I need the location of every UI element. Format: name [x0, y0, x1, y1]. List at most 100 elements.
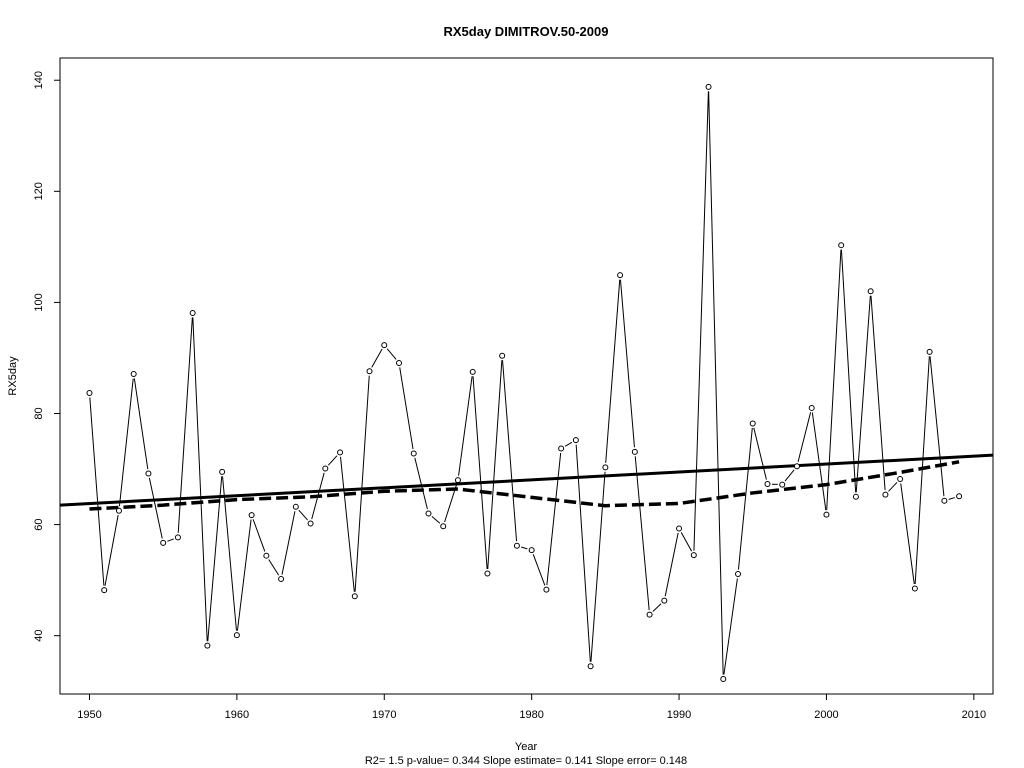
data-point [145, 470, 152, 477]
data-point [617, 272, 624, 279]
data-point [278, 576, 285, 583]
series-segment [327, 455, 338, 466]
data-point [646, 611, 653, 618]
data-point [351, 593, 358, 600]
series-segment [177, 317, 193, 533]
data-point [882, 491, 889, 498]
x-tick-label: 1960 [225, 709, 249, 721]
x-tick-label: 1980 [519, 709, 543, 721]
series-segment [207, 476, 223, 642]
data-point [779, 481, 786, 488]
data-point [219, 468, 226, 475]
series-segment [811, 412, 827, 511]
plot-frame [59, 57, 994, 695]
data-point [469, 368, 476, 375]
data-point [897, 476, 904, 483]
series-segment [605, 279, 621, 463]
series-segment [914, 356, 930, 585]
series-segment [354, 375, 370, 592]
series-segment [118, 378, 134, 507]
series-segment [900, 483, 915, 585]
x-tick-label: 1990 [667, 709, 691, 721]
data-point [838, 242, 845, 249]
y-tick-label: 100 [33, 293, 45, 311]
data-point [705, 83, 712, 90]
y-axis-label: RX5day [7, 356, 19, 396]
series-segment [708, 91, 724, 675]
series-segment [753, 427, 767, 480]
data-point [543, 586, 550, 593]
data-point [558, 445, 565, 452]
y-tick-label: 40 [33, 630, 45, 642]
series-segment [532, 554, 546, 586]
series-segment [840, 249, 857, 493]
series-segment [104, 515, 119, 586]
series-segment [236, 519, 252, 631]
data-point [307, 520, 314, 527]
x-tick-label: 1970 [372, 709, 396, 721]
series-segment [664, 532, 679, 597]
series-segment [888, 481, 898, 492]
data-point [101, 587, 108, 594]
data-point [631, 448, 638, 455]
series-segment [575, 444, 591, 662]
plot-area: 1950 1960 1970 1980 1990 2000 2010 40 60 80 100 120… [33, 57, 994, 721]
series-segment [386, 348, 397, 360]
y-tick-label: 80 [33, 407, 45, 419]
series-segment [252, 519, 266, 552]
series-segment [590, 471, 606, 662]
data-point [263, 552, 270, 559]
data-point [189, 309, 196, 316]
data-point [130, 371, 137, 378]
data-point [941, 497, 948, 504]
data-point [499, 352, 506, 359]
series-segment [89, 397, 105, 586]
series-segment [148, 477, 163, 539]
data-point [410, 450, 417, 457]
series-segment [399, 367, 414, 450]
series-segment [431, 516, 441, 524]
series-segment [444, 484, 458, 523]
series-segment [634, 456, 650, 611]
series-segment [458, 376, 473, 476]
series-segment [371, 348, 383, 368]
data-point [911, 585, 918, 592]
series-segment [784, 469, 795, 482]
data-point [528, 547, 535, 554]
series-segment [546, 452, 562, 586]
series-segment [929, 356, 945, 497]
data-point [484, 570, 491, 577]
data-point [602, 464, 609, 471]
y-tick-label: 120 [33, 182, 45, 200]
series-segment [948, 497, 955, 500]
data-point [248, 512, 255, 519]
series-segment [167, 538, 174, 542]
series-segment [502, 360, 518, 542]
data-point [366, 368, 373, 375]
data-point [160, 539, 167, 546]
series-segment [693, 91, 709, 551]
data-point [322, 465, 329, 472]
data-point [396, 359, 403, 366]
data-point [425, 510, 432, 517]
data-point [956, 493, 963, 500]
data-point [676, 525, 683, 532]
data-point [852, 493, 859, 500]
data-point [174, 534, 181, 541]
series-segment [192, 317, 208, 642]
x-tick-label: 2010 [962, 709, 986, 721]
data-point [867, 288, 874, 295]
data-point [381, 342, 388, 349]
series-segment [870, 295, 886, 491]
data-point [823, 511, 830, 518]
series-segment [723, 578, 738, 675]
series-segment [222, 476, 237, 631]
series-segment [826, 249, 842, 511]
series-segment [340, 456, 355, 592]
series-segment [268, 559, 280, 576]
data-point [735, 571, 742, 578]
data-point [720, 676, 727, 683]
data-point [86, 389, 93, 396]
chart-title: RX5day DIMITROV.50-2009 [444, 24, 609, 39]
